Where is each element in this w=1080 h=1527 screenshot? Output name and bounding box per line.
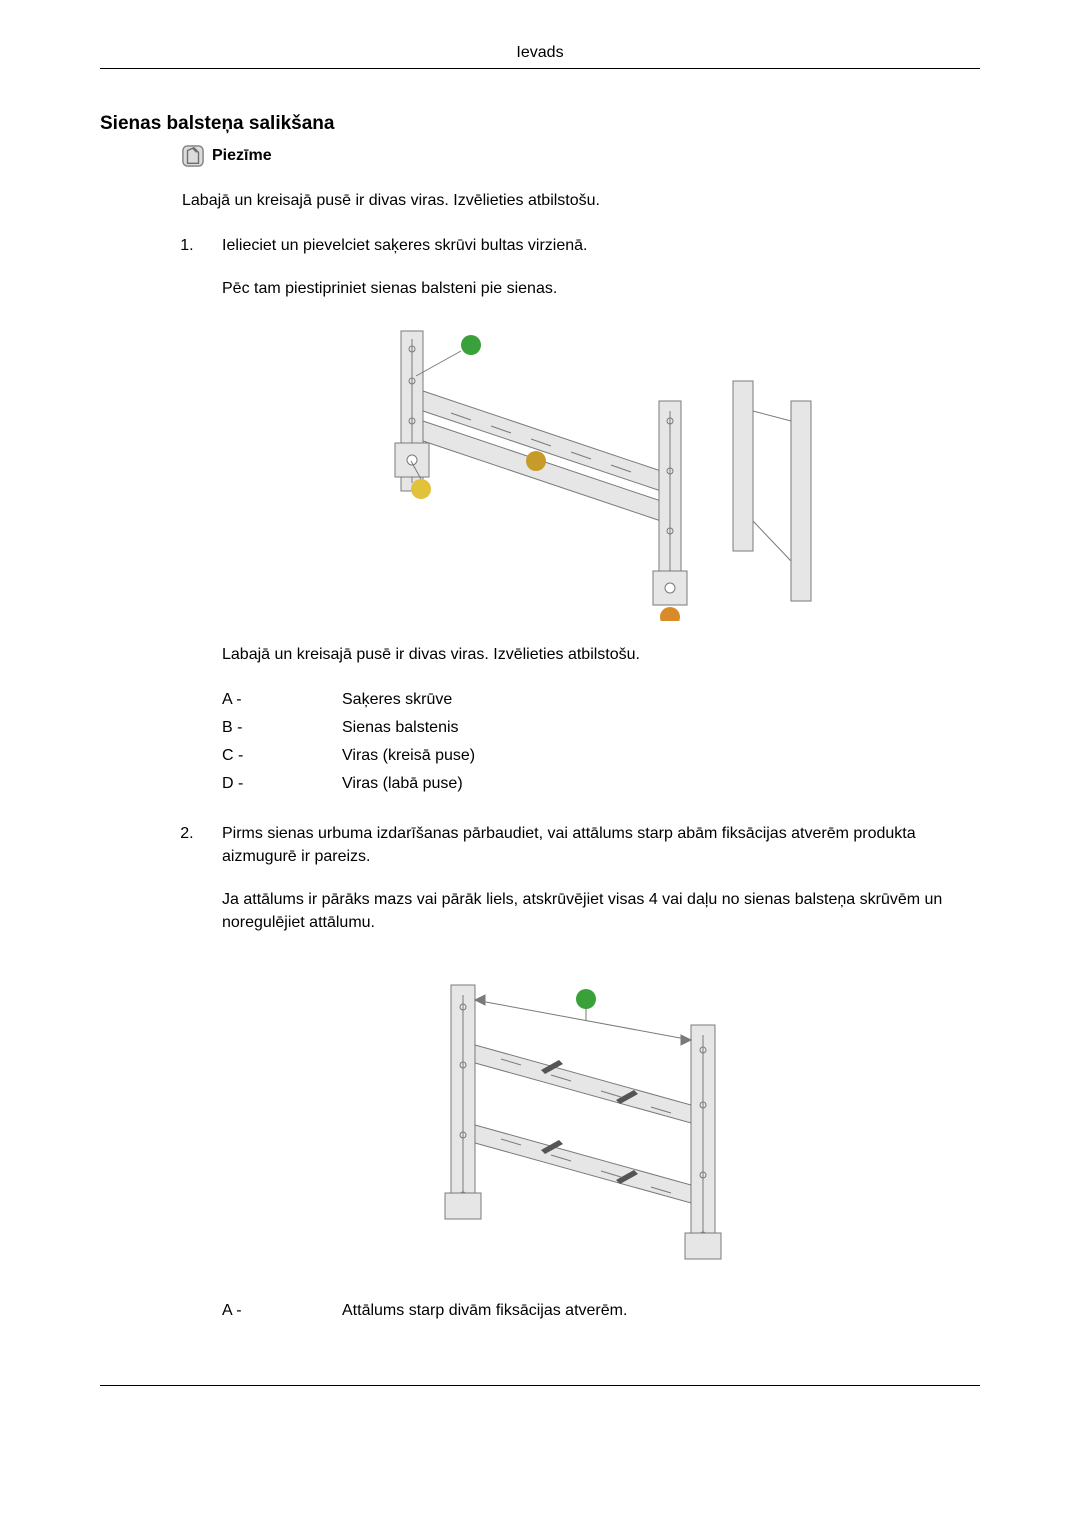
legend-1: A - Saķeres skrūve B - Sienas balstenis … xyxy=(222,686,980,798)
diagram-1 xyxy=(361,321,841,621)
legend-val: Viras (kreisā puse) xyxy=(342,742,475,770)
legend-val: Sienas balstenis xyxy=(342,714,459,742)
note-icon xyxy=(182,145,204,167)
legend-row: A - Attālums starp divām fiksācijas atve… xyxy=(222,1297,980,1325)
legend-key: C - xyxy=(222,742,342,770)
legend-key: A - xyxy=(222,686,342,714)
legend-val: Viras (labā puse) xyxy=(342,770,463,798)
legend-row: A - Saķeres skrūve xyxy=(222,686,980,714)
step-2: Pirms sienas urbuma izdarīšanas pārbaudi… xyxy=(198,822,980,1325)
diagram-2 xyxy=(391,955,811,1275)
step-2-sub: Ja attālums ir pārāks mazs vai pārāk lie… xyxy=(222,888,980,934)
step-2-main: Pirms sienas urbuma izdarīšanas pārbaudi… xyxy=(222,822,980,868)
legend-row: C - Viras (kreisā puse) xyxy=(222,742,980,770)
legend-key: D - xyxy=(222,770,342,798)
legend-row: B - Sienas balstenis xyxy=(222,714,980,742)
legend-key: B - xyxy=(222,714,342,742)
step-1-sub: Pēc tam piestipriniet sienas balsteni pi… xyxy=(222,277,980,300)
section-title: Sienas balsteņa salikšana xyxy=(100,113,980,135)
page-header: Ievads xyxy=(100,44,980,69)
step-1-aside: Labajā un kreisajā pusē ir divas viras. … xyxy=(222,643,980,666)
page-header-title: Ievads xyxy=(516,44,563,61)
legend-val: Saķeres skrūve xyxy=(342,686,452,714)
legend-val: Attālums starp divām fiksācijas atverēm. xyxy=(342,1297,627,1325)
intro-paragraph: Labajā un kreisajā pusē ir divas viras. … xyxy=(182,189,980,212)
note-row: Piezīme xyxy=(182,145,980,167)
legend-row: D - Viras (labā puse) xyxy=(222,770,980,798)
legend-key: A - xyxy=(222,1297,342,1325)
footer-rule xyxy=(100,1385,980,1386)
legend-2: A - Attālums starp divām fiksācijas atve… xyxy=(222,1297,980,1325)
step-1: Ielieciet un pievelciet saķeres skrūvi b… xyxy=(198,234,980,798)
note-label: Piezīme xyxy=(212,147,272,165)
step-1-main: Ielieciet un pievelciet saķeres skrūvi b… xyxy=(222,234,980,257)
